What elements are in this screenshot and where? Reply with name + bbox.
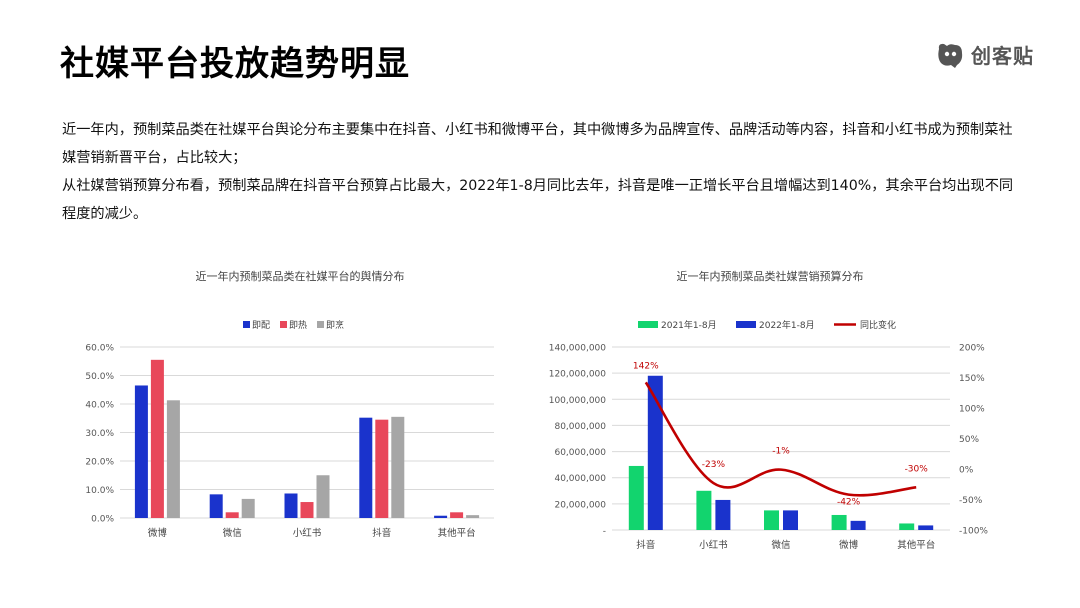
y-tick-label: -	[603, 527, 606, 537]
chart-sentiment-distribution: 60.0% 50.0% 40.0% 30.0% 20.0% 10.0% 0.0% 微博 微信 小红…	[85, 319, 494, 539]
y2-tick-label: -100%	[959, 527, 988, 537]
legend-swatch	[280, 321, 287, 328]
bar	[166, 400, 180, 518]
y-tick-label: 60.0%	[85, 344, 114, 354]
data-label: -1%	[772, 447, 790, 457]
bar	[628, 465, 644, 530]
y2-tick-label: 150%	[959, 374, 985, 384]
x-tick-label: 小红书	[699, 539, 728, 551]
legend-swatch	[317, 321, 324, 328]
y2-tick-label: 100%	[959, 405, 985, 415]
bar	[359, 417, 373, 518]
y-tick-label: 20,000,000	[554, 500, 606, 510]
y2-tick-label: 200%	[959, 344, 985, 354]
brand-logo: 创客贴	[935, 40, 1034, 69]
bar	[375, 419, 389, 518]
x-tick-label: 其他平台	[897, 539, 935, 551]
bar	[783, 510, 798, 530]
bar	[899, 523, 915, 530]
legend-swatch	[638, 321, 658, 328]
chart2-title: 近一年内预制菜品类社媒营销预算分布	[676, 270, 864, 283]
bar	[434, 515, 448, 518]
legend-label: 即热	[289, 319, 307, 331]
bar	[150, 359, 164, 518]
bar	[241, 498, 255, 518]
y2-tick-label: 50%	[959, 435, 979, 445]
x-tick-label: 微信	[771, 539, 790, 551]
bar	[850, 520, 866, 530]
y-tick-label: 140,000,000	[549, 344, 607, 354]
y-tick-label: 0.0%	[91, 515, 114, 525]
summary-paragraph-1: 近一年内，预制菜品类在社媒平台舆论分布主要集中在抖音、小红书和微博平台，其中微博…	[62, 122, 1013, 166]
bar	[715, 499, 731, 530]
legend-label: 即烹	[326, 319, 344, 331]
line-series-yoy	[644, 381, 917, 497]
x-tick-label: 微博	[148, 527, 168, 539]
bar	[764, 510, 779, 530]
bar	[918, 525, 934, 530]
bar	[831, 514, 847, 530]
legend-swatch	[736, 321, 756, 328]
legend-label: 2021年1-8月	[661, 319, 717, 331]
y-tick-label: 120,000,000	[549, 370, 607, 380]
y-tick-label: 20.0%	[85, 458, 114, 468]
bar	[300, 502, 314, 518]
bar	[134, 385, 148, 518]
bar	[225, 512, 239, 518]
legend-label: 即配	[252, 320, 270, 331]
y-tick-label: 80,000,000	[554, 422, 606, 432]
data-label: -23%	[702, 460, 726, 470]
data-label: -42%	[837, 498, 861, 508]
bar	[284, 493, 298, 518]
summary-text: 近一年内，预制菜品类在社媒平台舆论分布主要集中在抖音、小红书和微博平台，其中微博…	[62, 116, 1022, 228]
legend-label: 2022年1-8月	[759, 319, 815, 331]
data-label: 142%	[633, 361, 659, 371]
x-tick-label: 微信	[223, 527, 242, 539]
x-tick-label: 抖音	[372, 527, 391, 539]
summary-paragraph-2: 从社媒营销预算分布看，预制菜品牌在抖音平台预算占比最大，2022年1-8月同比去…	[62, 178, 1014, 222]
x-tick-label: 抖音	[636, 539, 655, 551]
bar	[450, 512, 464, 518]
y2-tick-label: 0%	[959, 466, 974, 476]
ckt-mascot-icon	[938, 43, 963, 68]
logo-text: 创客贴	[971, 44, 1034, 68]
legend-swatch	[243, 321, 250, 328]
bar	[647, 375, 663, 530]
legend-label: 同比变化	[860, 319, 896, 331]
bar	[316, 475, 330, 518]
bar	[696, 490, 712, 530]
x-tick-label: 其他平台	[438, 527, 476, 539]
x-tick-label: 微博	[839, 539, 859, 551]
data-label: -30%	[905, 464, 929, 474]
y-tick-label: 100,000,000	[549, 396, 607, 406]
chart1-title: 近一年内预制菜品类在社媒平台的舆情分布	[195, 270, 405, 283]
bar	[391, 416, 405, 518]
bar	[466, 515, 480, 518]
bar	[209, 494, 223, 518]
y-tick-label: 40.0%	[85, 401, 114, 411]
y2-tick-label: -50%	[959, 496, 983, 506]
y-tick-label: 40,000,000	[554, 474, 606, 484]
chart-marketing-budget: 140,000,000 120,000,000 100,000,000 80,000,…	[549, 319, 989, 551]
x-tick-label: 小红书	[293, 527, 322, 539]
y-tick-label: 10.0%	[85, 486, 114, 496]
y-tick-label: 60,000,000	[554, 448, 606, 458]
y-tick-label: 50.0%	[85, 372, 114, 382]
y-tick-label: 30.0%	[85, 429, 114, 439]
page-title: 社媒平台投放趋势明显	[60, 44, 410, 84]
